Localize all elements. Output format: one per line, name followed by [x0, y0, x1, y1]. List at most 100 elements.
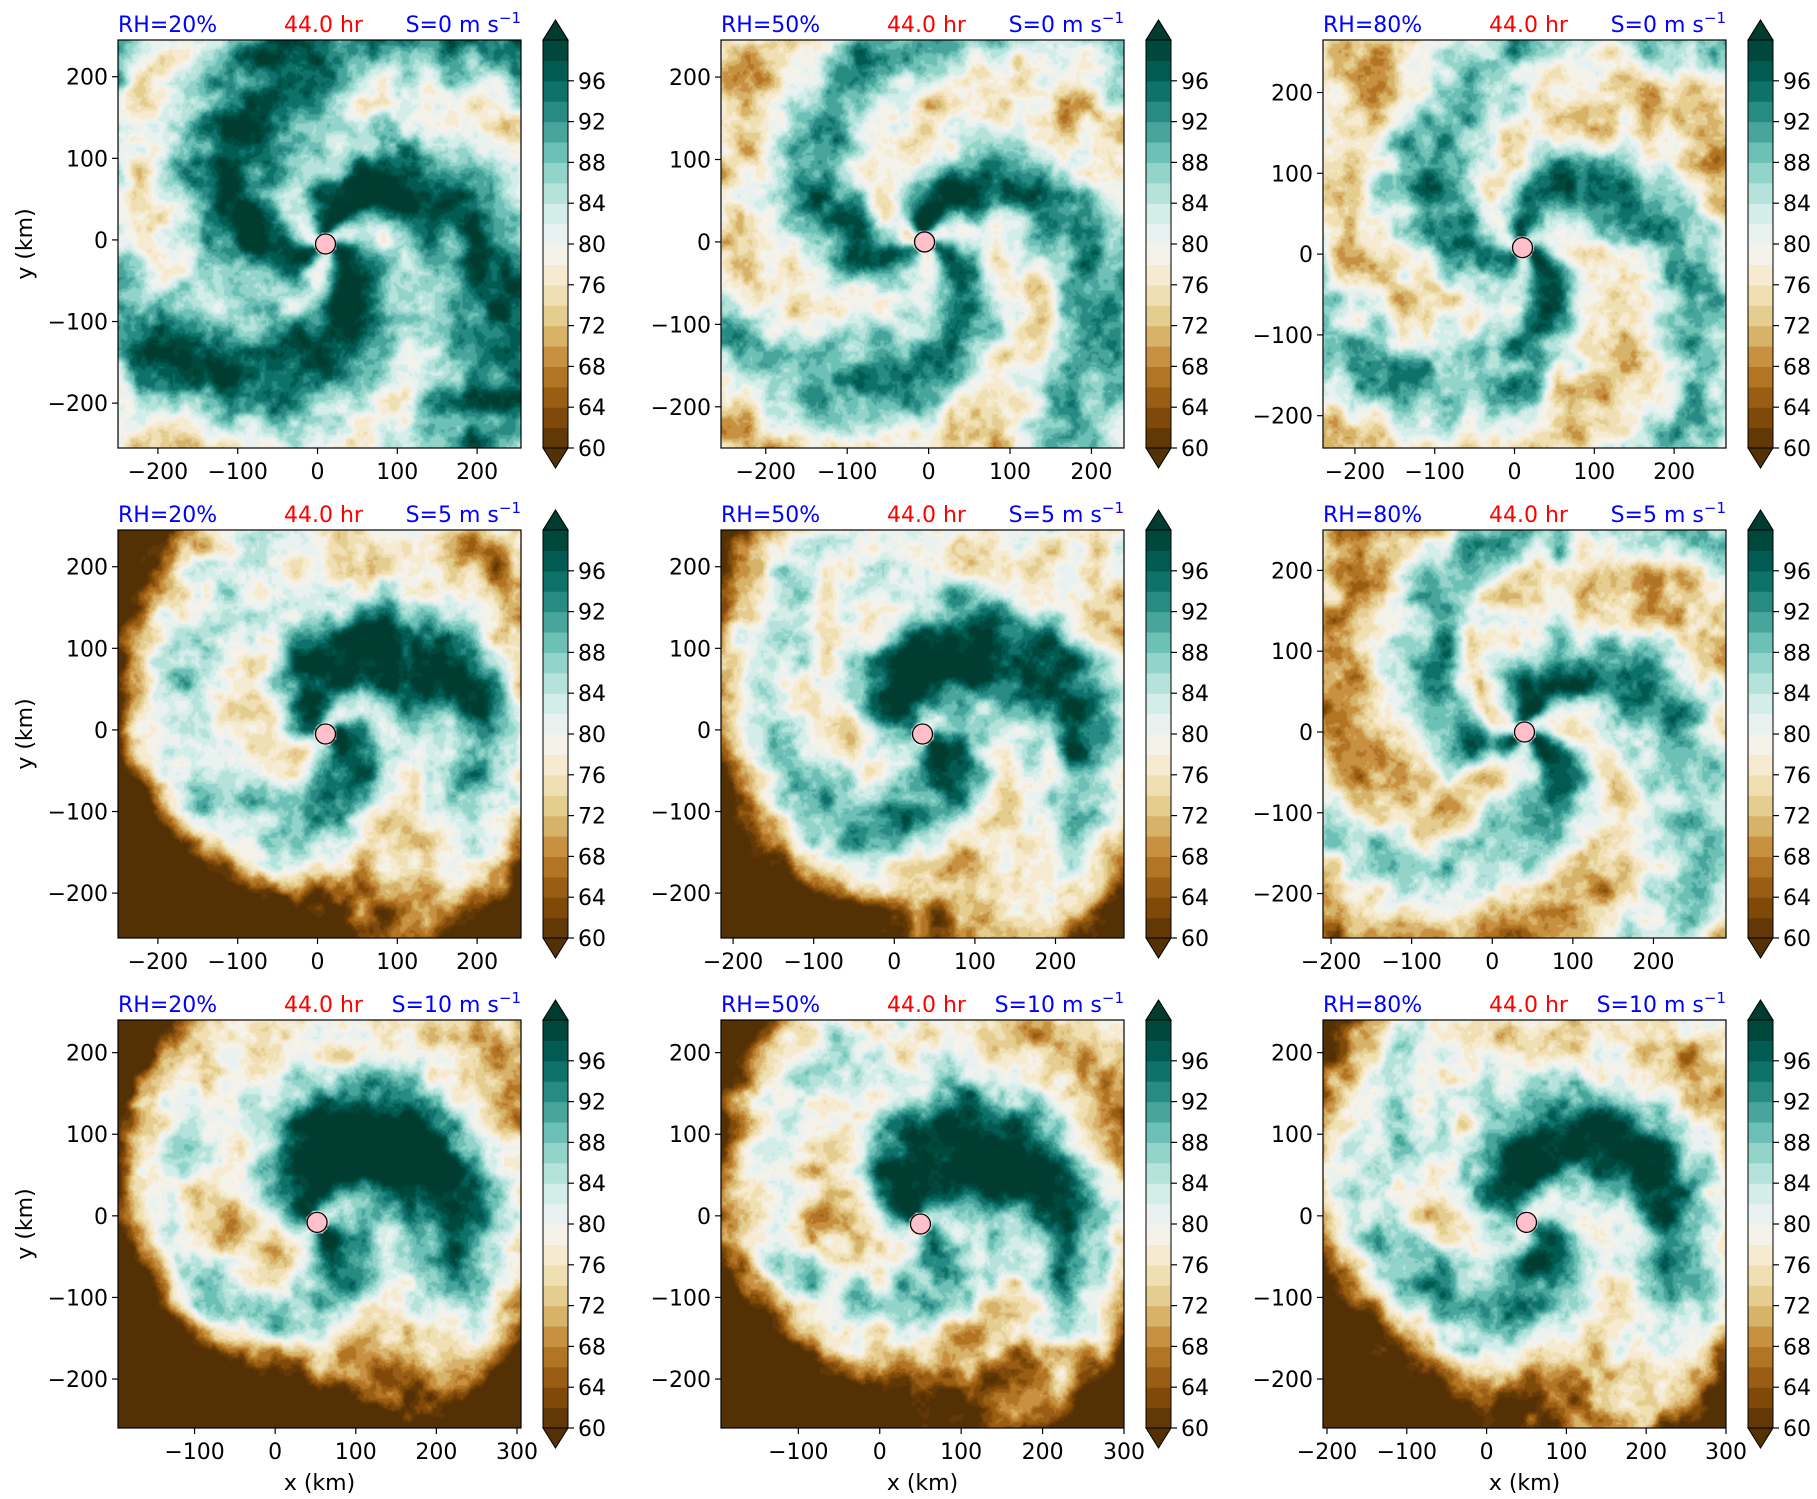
colorbar-band	[1146, 632, 1171, 653]
colorbar-tick-label: 72	[1783, 315, 1811, 340]
colorbar-band	[1748, 244, 1773, 265]
colorbar-band	[1146, 101, 1171, 123]
y-tick-label: 100	[66, 147, 108, 172]
y-tick-label: −100	[651, 1286, 711, 1311]
colorbar-extend-max	[542, 19, 569, 41]
colorbar-band	[543, 1224, 568, 1245]
x-tick-label: 300	[496, 1440, 538, 1465]
colorbar-tick-label: 80	[1783, 233, 1811, 258]
colorbar-tick-label: 80	[578, 1213, 606, 1238]
panel-title-rh: RH=80%	[1323, 13, 1422, 38]
colorbar-tick-label: 96	[578, 560, 606, 585]
colorbar-extend-min	[1145, 937, 1172, 959]
x-tick-label: 200	[456, 950, 498, 975]
x-tick-label: 100	[1552, 950, 1594, 975]
colorbar-tick-label: 80	[1181, 233, 1209, 258]
colorbar: 60 64 68 72 76 80 84 88 92 96	[542, 19, 606, 469]
storm-center-marker	[909, 1213, 932, 1235]
colorbar-tick-label: 88	[578, 1131, 606, 1156]
x-axis-label: x (km)	[284, 1471, 355, 1496]
colorbar-band	[1146, 1162, 1171, 1184]
colorbar-band	[1748, 264, 1773, 286]
colorbar-band	[1748, 876, 1773, 898]
colorbar-tick-label: 96	[578, 70, 606, 95]
colorbar-band	[1146, 570, 1171, 592]
colorbar-band	[1146, 693, 1171, 715]
colorbar-band	[1146, 1407, 1171, 1429]
x-tick-label: −100	[783, 950, 843, 975]
x-tick-label: 0	[311, 950, 325, 975]
colorbar-tick-label: 84	[1181, 1172, 1209, 1197]
colorbar-tick-label: 60	[1181, 1417, 1209, 1442]
colorbar-band	[1146, 1060, 1171, 1082]
colorbar-band	[1748, 346, 1773, 367]
colorbar-band	[1748, 223, 1773, 245]
colorbar-band	[1146, 1081, 1171, 1103]
y-tick-label: −200	[651, 1368, 711, 1393]
colorbar-band	[543, 672, 568, 694]
axes-frame	[1322, 529, 1727, 939]
storm-center-marker	[1515, 1211, 1538, 1234]
x-tick-label: −100	[1381, 950, 1441, 975]
storm-center-marker	[1511, 236, 1534, 259]
colorbar-band	[543, 427, 568, 449]
colorbar-band	[1146, 672, 1171, 694]
x-tick-label: 0	[873, 1440, 887, 1465]
x-tick-label: 100	[335, 1440, 377, 1465]
colorbar: 60 64 68 72 76 80 84 88 92 96	[542, 999, 606, 1449]
colorbar-band	[543, 80, 568, 102]
axes-frame	[720, 39, 1125, 449]
panel-title-shear: S=10 m s−1	[392, 989, 521, 1018]
colorbar-band	[543, 570, 568, 592]
axes-frame	[117, 39, 522, 449]
colorbar-band	[543, 1020, 568, 1041]
colorbar-band	[1146, 611, 1171, 633]
colorbar-band	[1748, 570, 1773, 592]
colorbar-tick-label: 96	[1783, 560, 1811, 585]
colorbar-band	[1146, 325, 1171, 347]
colorbar-band	[543, 203, 568, 225]
colorbar-tick-label: 68	[1783, 845, 1811, 870]
colorbar-band	[1146, 1101, 1171, 1123]
colorbar-band	[543, 591, 568, 613]
x-tick-label: −100	[1377, 1440, 1437, 1465]
colorbar-tick-label: 88	[1181, 641, 1209, 666]
x-tick-label: 300	[1705, 1440, 1747, 1465]
colorbar-tick-label: 60	[1783, 927, 1811, 952]
y-tick-label: −200	[48, 1368, 108, 1393]
colorbar-band	[543, 1407, 568, 1429]
colorbar-band	[543, 1101, 568, 1123]
colorbar-tick-label: 64	[1181, 886, 1209, 911]
colorbar-band	[1146, 366, 1171, 388]
y-tick-label: 200	[669, 1042, 711, 1067]
colorbar-band	[1146, 305, 1171, 327]
colorbar-band	[1146, 815, 1171, 837]
y-tick-label: 100	[669, 149, 711, 174]
colorbar-band	[1146, 1040, 1171, 1062]
colorbar-tick-label: 68	[1181, 355, 1209, 380]
colorbar-band	[1748, 386, 1773, 408]
colorbar-band	[1748, 917, 1773, 939]
colorbar-extend-min	[1747, 937, 1774, 959]
colorbar-band	[1748, 1244, 1773, 1266]
colorbar-band	[1146, 1346, 1171, 1368]
colorbar-band	[543, 693, 568, 715]
y-tick-label: −100	[48, 311, 108, 336]
y-tick-label: −200	[651, 396, 711, 421]
colorbar-tick-label: 80	[578, 233, 606, 258]
colorbar-band	[1748, 734, 1773, 755]
colorbar-band	[543, 305, 568, 327]
x-tick-label: 0	[922, 460, 936, 485]
colorbar-band	[543, 734, 568, 755]
panel-title-shear: S=5 m s−1	[1009, 499, 1124, 528]
panel-grid: −200 −100 0 100 200 −200 −100 0 100 200 RH=20% 44.0…	[13, 9, 1811, 1496]
colorbar-tick-label: 76	[578, 764, 606, 789]
colorbar-extend-max	[1747, 19, 1774, 41]
panel-3: −200 −100 0 100 200 −200 −100 0 100 200 RH=80% 44.0…	[1253, 9, 1811, 485]
colorbar-band	[543, 1264, 568, 1286]
x-tick-label: 100	[940, 1440, 982, 1465]
x-tick-label: 300	[1103, 1440, 1145, 1465]
x-tick-label: 0	[268, 1440, 282, 1465]
y-tick-label: −100	[651, 313, 711, 338]
